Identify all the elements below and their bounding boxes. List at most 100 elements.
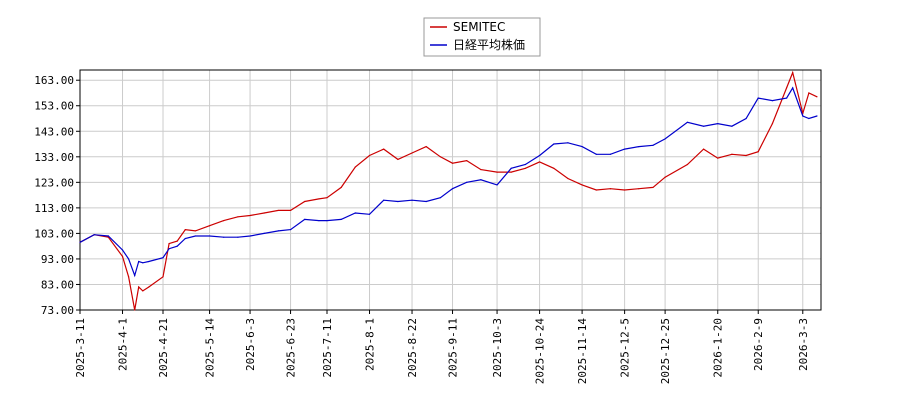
legend-label-nikkei: 日経平均株価 (453, 37, 525, 52)
data-point (745, 154, 747, 157)
data-point (567, 142, 569, 144)
data-point (652, 144, 654, 146)
data-point (664, 176, 666, 178)
data-point (553, 167, 555, 169)
data-point (121, 255, 124, 257)
data-point (237, 236, 239, 238)
data-point (326, 197, 328, 199)
data-point (263, 212, 265, 214)
y-tick-label: 153.00 (34, 100, 74, 113)
data-point (354, 212, 356, 214)
y-tick-label: 163.00 (34, 74, 74, 87)
data-point (496, 171, 498, 173)
data-point (208, 235, 211, 237)
data-point (466, 160, 468, 162)
x-tick-label: 2026-3-3 (797, 318, 810, 371)
data-point (785, 97, 788, 99)
data-point (397, 200, 399, 203)
data-point (326, 220, 328, 222)
data-point (595, 189, 597, 191)
data-point (771, 100, 774, 102)
data-point (686, 163, 688, 166)
data-point (368, 213, 371, 215)
y-tick-label: 83.00 (41, 278, 74, 291)
data-point (121, 249, 124, 251)
data-point (757, 151, 759, 153)
y-tick-label: 73.00 (41, 304, 74, 317)
data-point (127, 276, 130, 278)
data-point (792, 71, 794, 74)
x-tick-label: 2025-8-1 (364, 318, 377, 371)
legend: SEMITEC 日経平均株価 (423, 17, 541, 57)
data-point (383, 199, 385, 201)
data-point (745, 117, 747, 120)
data-point (354, 166, 356, 168)
data-point (731, 153, 733, 155)
data-point (340, 218, 342, 220)
data-point (249, 235, 251, 237)
data-point (609, 153, 612, 155)
data-point (816, 96, 818, 98)
data-point (289, 228, 292, 231)
legend-box (423, 17, 541, 57)
data-point (304, 218, 306, 220)
data-point (757, 97, 759, 99)
data-point (439, 156, 441, 158)
data-point (277, 209, 280, 212)
data-point (524, 167, 527, 169)
data-point (496, 184, 498, 186)
data-point (802, 115, 804, 117)
y-tick-label: 133.00 (34, 151, 74, 164)
data-point (263, 232, 265, 235)
data-point (609, 188, 612, 190)
data-point (340, 186, 342, 189)
data-point (162, 257, 164, 259)
x-tick-label: 2025-11-14 (576, 318, 589, 385)
data-point (771, 123, 774, 125)
data-point (79, 241, 81, 243)
x-axis-ticks: 2025-3-11 2025-4-1 2025-4-21 2025-5-14 2025-… (74, 310, 810, 384)
data-point (686, 121, 688, 123)
data-point (208, 225, 211, 227)
data-point (624, 148, 626, 150)
data-point (567, 177, 569, 180)
data-point (194, 230, 197, 232)
data-point (176, 240, 178, 242)
data-point (451, 162, 454, 164)
data-point (717, 123, 719, 125)
data-point (249, 214, 251, 217)
data-point (425, 200, 427, 203)
data-point (480, 168, 482, 171)
data-point (168, 248, 170, 250)
data-point (368, 154, 371, 157)
series-layer (79, 70, 818, 311)
data-point (624, 189, 626, 191)
x-tick-label: 2025-8-22 (406, 318, 419, 378)
data-point (184, 237, 186, 240)
data-point (134, 274, 136, 277)
data-point (318, 220, 320, 222)
data-point (142, 262, 144, 264)
data-point (148, 286, 150, 288)
data-point (411, 152, 413, 154)
data-point (480, 179, 482, 181)
y-axis-ticks: 163.00 153.00 143.00 133.00 123.00 113.00 103.… (34, 74, 80, 317)
data-point (93, 234, 95, 236)
data-point (638, 145, 640, 148)
data-point (702, 148, 705, 150)
data-point (816, 115, 818, 117)
x-tick-label: 2025-12-5 (619, 318, 632, 378)
data-point (581, 184, 583, 186)
data-point (176, 245, 178, 247)
data-point (731, 125, 733, 127)
data-point (664, 138, 666, 140)
data-point (425, 145, 427, 148)
data-point (652, 186, 654, 189)
data-point (168, 243, 170, 245)
data-point (411, 199, 413, 201)
data-point (162, 276, 164, 278)
y-tick-label: 123.00 (34, 176, 74, 189)
data-point (785, 87, 788, 89)
series-line-nikkei (79, 86, 818, 278)
